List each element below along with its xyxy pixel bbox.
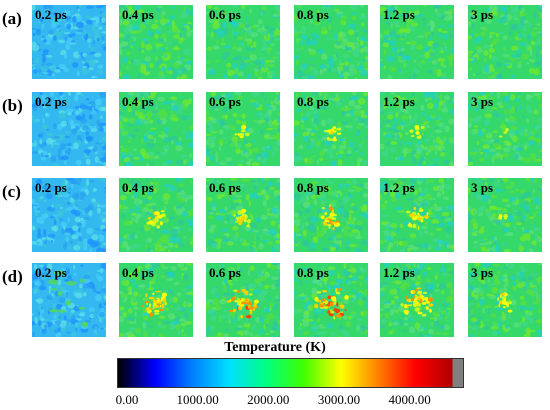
row-label: (c) <box>2 182 21 201</box>
temperature-panel: 0.2 ps <box>32 5 106 79</box>
temperature-panel: 0.2 ps <box>32 92 106 166</box>
time-label: 0.4 ps <box>122 265 154 280</box>
time-label: 3 ps <box>471 180 494 195</box>
temperature-panel: 0.6 ps <box>206 92 280 166</box>
row-label: (d) <box>2 267 23 286</box>
time-label: 1.2 ps <box>383 265 415 280</box>
time-label: 1.2 ps <box>383 94 415 109</box>
temperature-panel: 0.8 ps <box>294 263 368 337</box>
time-label: 0.2 ps <box>35 94 67 109</box>
temperature-panel: 1.2 ps <box>380 178 454 252</box>
time-label: 0.6 ps <box>209 265 241 280</box>
temperature-panel: 0.4 ps <box>119 178 193 252</box>
time-label: 0.6 ps <box>209 180 241 195</box>
temperature-panel: 0.6 ps <box>206 5 280 79</box>
temperature-panel: 0.6 ps <box>206 178 280 252</box>
temperature-panel: 1.2 ps <box>380 263 454 337</box>
colorbar-tick-label: 3000.00 <box>317 392 361 407</box>
time-label: 0.2 ps <box>35 180 67 195</box>
time-label: 3 ps <box>471 7 494 22</box>
time-label: 0.6 ps <box>209 94 241 109</box>
temperature-panel: 0.4 ps <box>119 92 193 166</box>
temperature-panel: 3 ps <box>468 263 542 337</box>
time-label: 0.6 ps <box>209 7 241 22</box>
colorbar-title: Temperature (K) <box>224 340 326 355</box>
row-label: (a) <box>2 9 22 28</box>
temperature-panel: 0.6 ps <box>206 263 280 337</box>
time-label: 0.4 ps <box>122 94 154 109</box>
temperature-panel: 0.8 ps <box>294 92 368 166</box>
temperature-colorbar <box>117 358 464 388</box>
temperature-panel: 1.2 ps <box>380 92 454 166</box>
temperature-panel: 1.2 ps <box>380 5 454 79</box>
time-label: 0.8 ps <box>297 265 329 280</box>
colorbar-tick-label: 4000.00 <box>388 392 431 407</box>
time-label: 0.8 ps <box>297 180 329 195</box>
colorbar-tick-label: 1000.00 <box>176 392 219 407</box>
temperature-panel: 0.2 ps <box>32 178 106 252</box>
time-label: 0.2 ps <box>35 7 67 22</box>
temperature-panel: 0.2 ps <box>32 263 106 337</box>
temperature-panel: 0.8 ps <box>294 5 368 79</box>
temperature-panel: 3 ps <box>468 178 542 252</box>
time-label: 0.4 ps <box>122 180 154 195</box>
row-label: (b) <box>2 96 23 115</box>
time-label: 0.8 ps <box>297 94 329 109</box>
time-label: 0.2 ps <box>35 265 67 280</box>
temperature-panel: 0.4 ps <box>119 263 193 337</box>
colorbar-tick-label: 2000.00 <box>247 392 290 407</box>
time-label: 0.4 ps <box>122 7 154 22</box>
temperature-panel: 0.4 ps <box>119 5 193 79</box>
time-label: 3 ps <box>471 94 494 109</box>
colorbar-tick-label: 0.00 <box>115 392 139 407</box>
time-label: 3 ps <box>471 265 494 280</box>
time-label: 1.2 ps <box>383 7 415 22</box>
time-label: 0.8 ps <box>297 7 329 22</box>
temperature-panel: 3 ps <box>468 92 542 166</box>
temperature-panel: 0.8 ps <box>294 178 368 252</box>
temperature-panel: 3 ps <box>468 5 542 79</box>
time-label: 1.2 ps <box>383 180 415 195</box>
